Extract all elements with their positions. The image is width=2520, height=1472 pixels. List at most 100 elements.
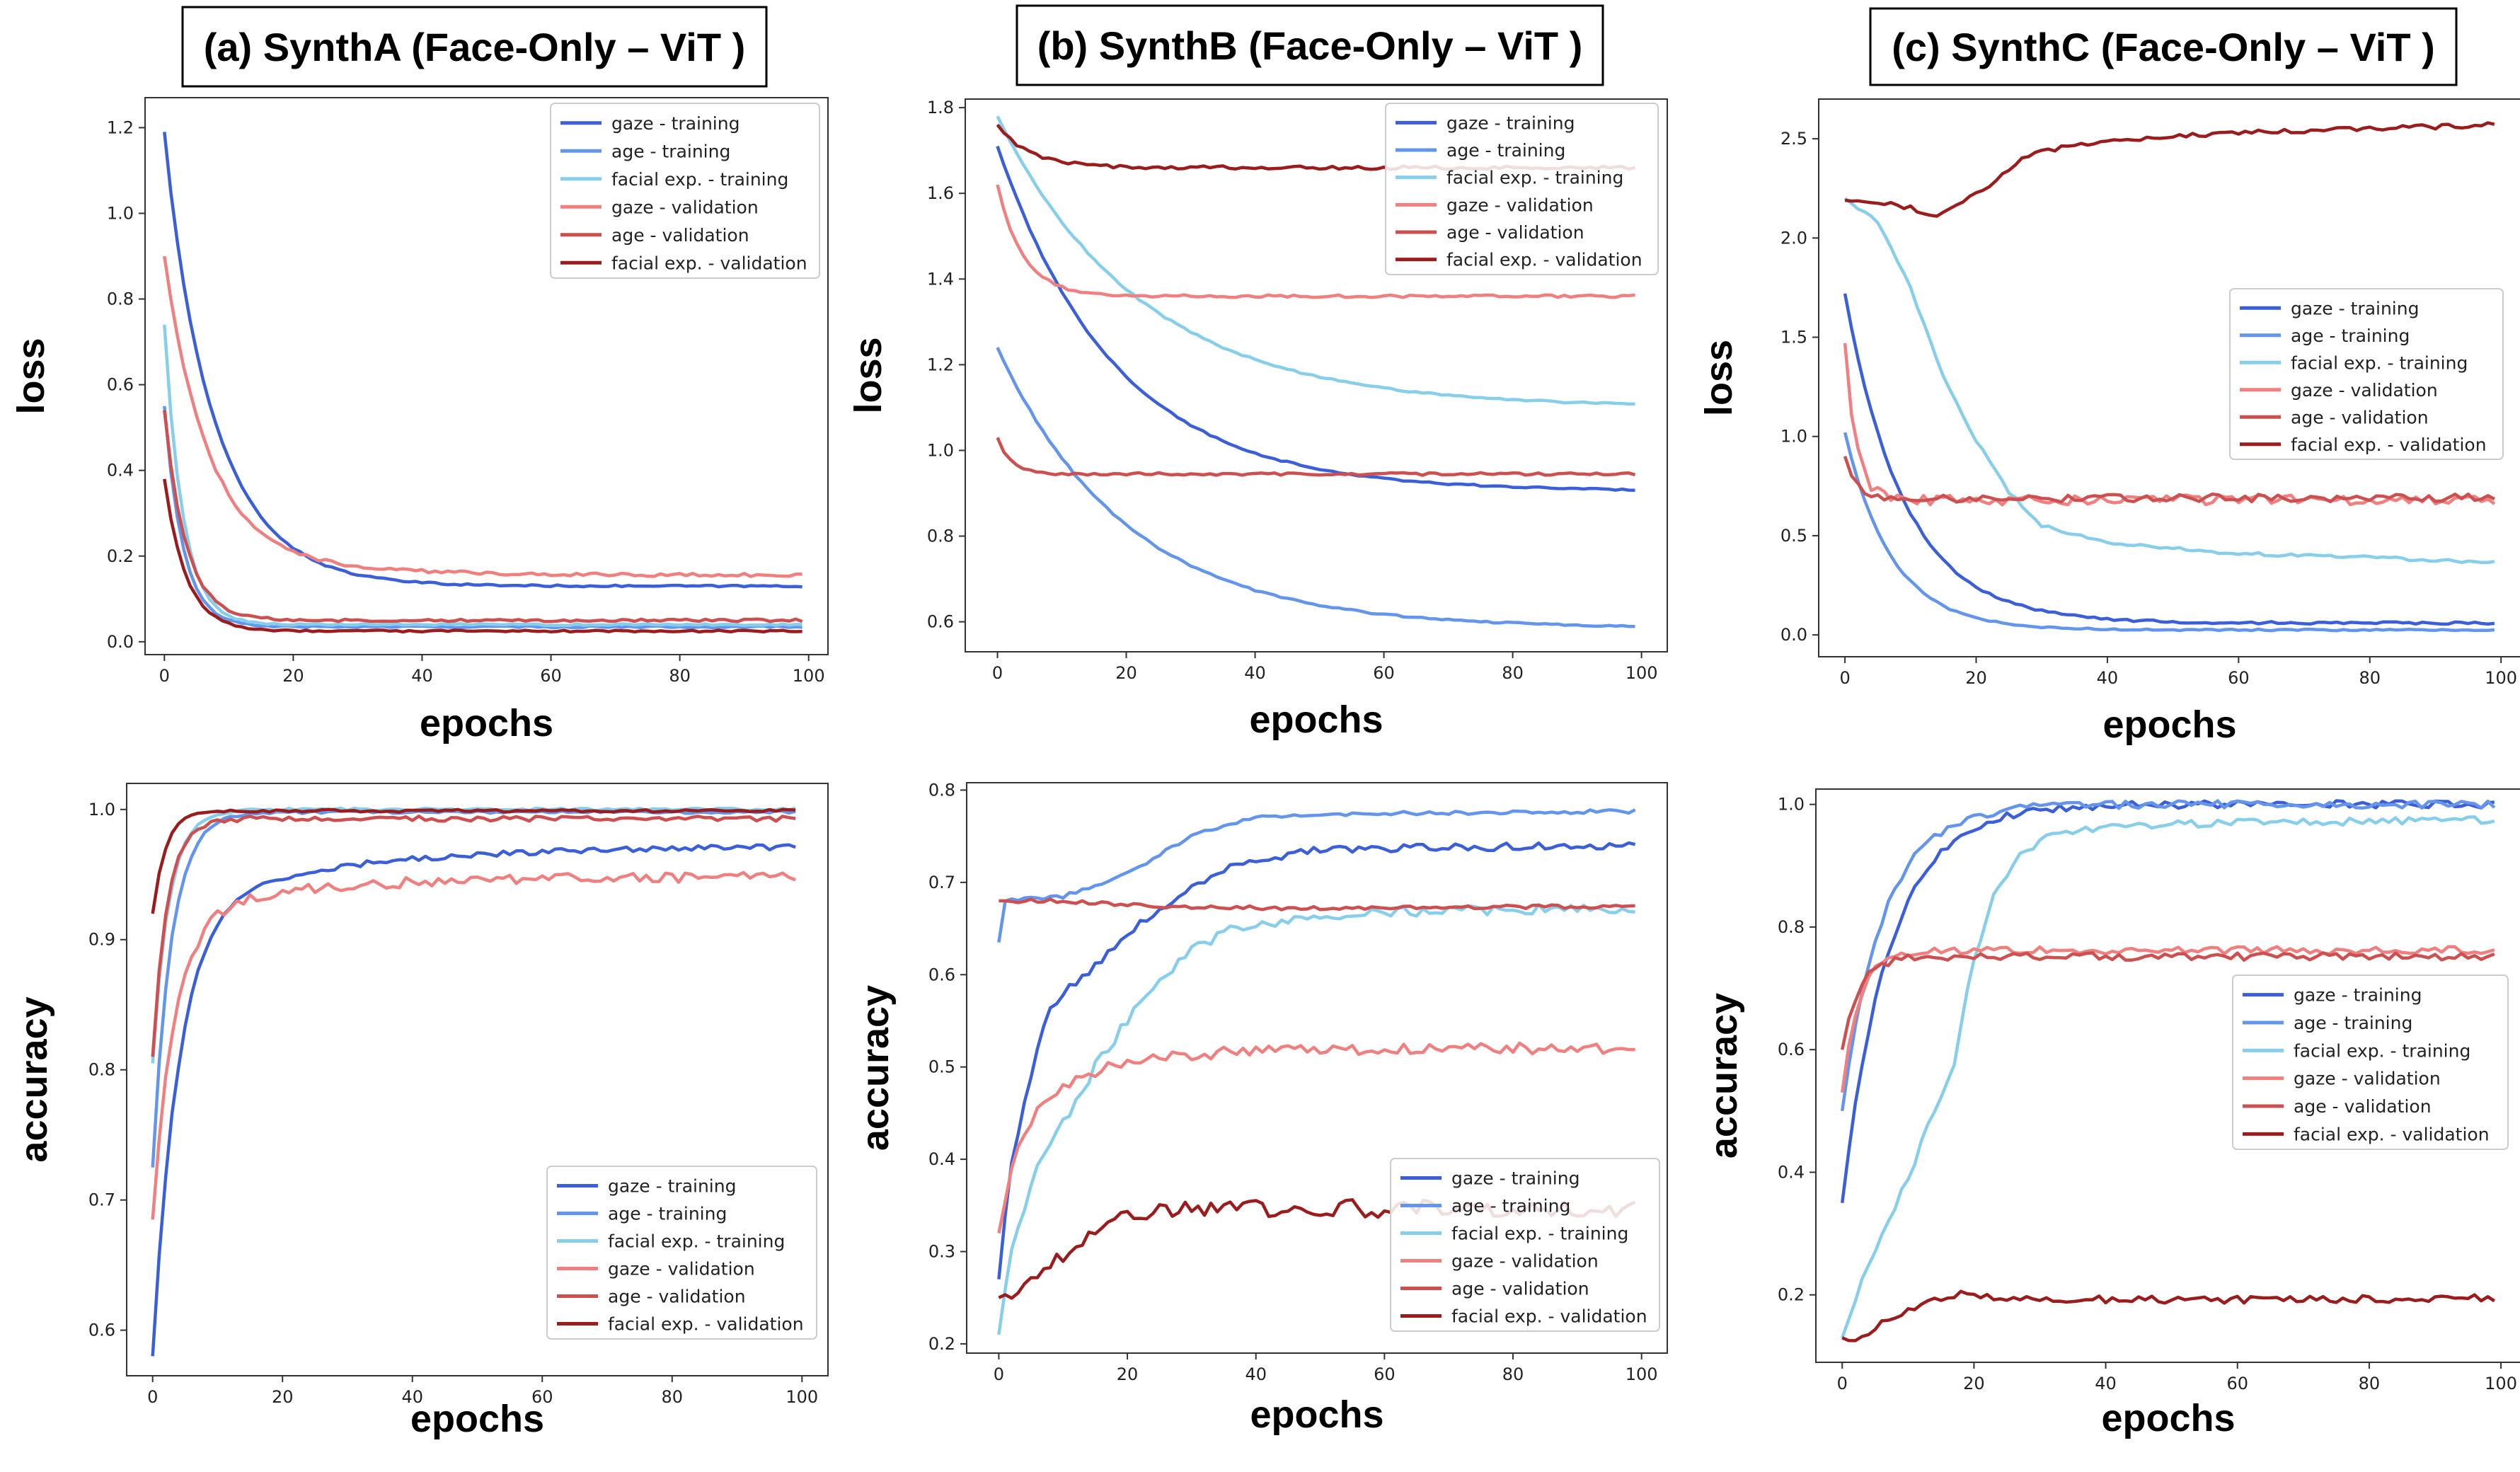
y-tick-label: 2.5 xyxy=(1780,129,1807,149)
x-axis-title: epochs xyxy=(1250,1393,1383,1436)
y-tick-label: 1.5 xyxy=(1780,328,1807,347)
y-tick-label: 1.6 xyxy=(927,183,954,203)
series-group xyxy=(163,132,803,634)
legend-entry: age - validation xyxy=(1451,1279,1589,1299)
y-tick-label: 0.7 xyxy=(88,1190,115,1210)
legend-entry: facial exp. - validation xyxy=(2294,1124,2490,1144)
legend-entry: gaze - training xyxy=(1451,1168,1580,1189)
legend: gaze - training age - training facial exp.… xyxy=(546,1166,817,1340)
x-tick-label: 100 xyxy=(1626,663,1658,683)
legend-entry: facial exp. - training xyxy=(2294,1040,2470,1061)
series-line-facial-validation xyxy=(1841,1289,2496,1342)
series-line-facial-validation xyxy=(163,478,802,634)
legend-entry: facial exp. - validation xyxy=(2291,435,2487,455)
x-axis-title: epochs xyxy=(2102,703,2236,746)
y-tick-label: 0.2 xyxy=(107,546,134,566)
y-tick-label: 1.4 xyxy=(927,269,954,289)
x-tick-label: 100 xyxy=(1626,1364,1658,1384)
y-tick-label: 1.0 xyxy=(107,203,134,223)
x-tick-label: 80 xyxy=(1502,663,1524,683)
x-tick-label: 20 xyxy=(282,666,304,686)
x-axis-title: epochs xyxy=(420,702,553,744)
legend-entry: facial exp. - validation xyxy=(608,1314,804,1335)
series-line-age-validation xyxy=(163,410,803,623)
series-line-facial-validation xyxy=(151,807,796,914)
legend-box xyxy=(2229,288,2504,460)
series-line-gaze-training xyxy=(163,132,802,589)
x-tick-label: 60 xyxy=(540,666,562,686)
title-box xyxy=(1869,7,2458,86)
series-group xyxy=(151,806,796,1357)
x-axis-title: epochs xyxy=(410,1398,544,1440)
legend-entry: gaze - training xyxy=(608,1176,736,1197)
series-line-facial-training xyxy=(1841,815,2495,1339)
legend-entry: age - training xyxy=(608,1204,727,1224)
legend-entry: age - training xyxy=(2291,326,2410,346)
chart-c-acc: 0 20 40 60 80 100 0.2 0.4 0.6 0.8 1.0 gaze - traini… xyxy=(1703,788,2520,1439)
x-tick-label: 100 xyxy=(786,1387,818,1407)
y-tick-label: 0.9 xyxy=(88,930,115,950)
y-tick-label: 1.0 xyxy=(1778,795,1805,815)
legend-entry: facial exp. - validation xyxy=(611,253,807,273)
series-line-gaze-training xyxy=(1843,293,2495,626)
legend-entry: gaze - training xyxy=(2294,985,2422,1006)
series-group xyxy=(1840,799,2496,1342)
x-tick-label: 0 xyxy=(147,1387,158,1407)
y-tick-label: 0.6 xyxy=(88,1321,115,1340)
y-tick-label: 1.2 xyxy=(107,117,134,137)
legend-entry: age - training xyxy=(2294,1013,2412,1033)
chart-b-loss: 0 20 40 60 80 100 0.6 0.8 1.0 1.2 1.4 1.6 1.8 gaze - … xyxy=(847,4,1668,741)
legend-entry: gaze - training xyxy=(611,113,740,134)
x-axis-title: epochs xyxy=(2101,1397,2235,1439)
series-line-age-validation xyxy=(996,437,1636,477)
chart-b-acc: 0 20 40 60 80 100 0.2 0.3 0.4 0.5 0.6 0.7 0.8 gaze - … xyxy=(854,780,1668,1436)
x-tick-label: 0 xyxy=(992,663,1003,683)
legend-entry: facial exp. - training xyxy=(608,1231,785,1252)
x-tick-label: 80 xyxy=(1502,1364,1524,1384)
x-tick-label: 40 xyxy=(2095,1374,2117,1393)
title-box xyxy=(1016,4,1604,86)
series-line-age-validation xyxy=(1840,951,2495,1050)
series-line-age-training xyxy=(996,347,1635,628)
series-line-facial-training xyxy=(996,115,1635,406)
x-axis-title: epochs xyxy=(1249,698,1383,741)
legend-entry: age - validation xyxy=(2294,1096,2432,1117)
y-tick-label: 0.3 xyxy=(928,1242,955,1262)
y-tick-label: 0.4 xyxy=(928,1149,955,1169)
chart-title: (b) SynthB (Face-Only – ViT ) xyxy=(1037,23,1583,68)
series-line-age-training xyxy=(997,808,1636,943)
x-tick-label: 20 xyxy=(1963,1374,1985,1393)
x-tick-label: 80 xyxy=(662,1387,684,1407)
legend-entry: facial exp. - training xyxy=(1446,168,1623,188)
legend-entry: gaze - validation xyxy=(1451,1251,1599,1272)
series-line-gaze-validation xyxy=(151,870,796,1220)
y-tick-label: 2.0 xyxy=(1780,228,1807,248)
y-tick-label: 0.0 xyxy=(107,632,134,652)
legend-entry: gaze - training xyxy=(2291,298,2419,318)
y-tick-label: 0.8 xyxy=(927,527,954,546)
series-line-gaze-training xyxy=(151,843,796,1357)
series-line-age-training xyxy=(1840,799,2496,1112)
series-group xyxy=(1843,121,2496,633)
x-tick-label: 20 xyxy=(272,1387,294,1407)
title-box xyxy=(181,6,768,88)
y-tick-label: 0.5 xyxy=(1780,526,1807,546)
series-line-age-validation xyxy=(999,897,1635,912)
x-tick-label: 0 xyxy=(1839,668,1850,688)
chart-title: (c) SynthC (Face-Only – ViT ) xyxy=(1892,25,2435,69)
y-tick-label: 1.0 xyxy=(927,440,954,460)
x-tick-label: 40 xyxy=(411,666,433,686)
legend-entry: facial exp. - validation xyxy=(1451,1306,1647,1327)
series-line-age-training xyxy=(1843,432,2495,633)
x-tick-label: 60 xyxy=(1374,1364,1396,1384)
y-axis-title: accuracy xyxy=(1703,993,1745,1158)
x-tick-label: 20 xyxy=(1117,1364,1139,1384)
series-line-facial-training xyxy=(997,902,1635,1335)
legend-entry: gaze - validation xyxy=(608,1259,755,1280)
y-tick-label: 0.8 xyxy=(88,1060,115,1080)
legend-entry: gaze - validation xyxy=(1446,195,1594,215)
series-line-age-validation xyxy=(1843,456,2495,504)
legend: gaze - training age - training facial exp.… xyxy=(1390,1158,1660,1332)
y-tick-label: 0.8 xyxy=(928,780,955,800)
chart-a-loss: 0 20 40 60 80 100 0.0 0.2 0.4 0.6 0.8 1.0 1.2 gaze - … xyxy=(10,6,829,744)
